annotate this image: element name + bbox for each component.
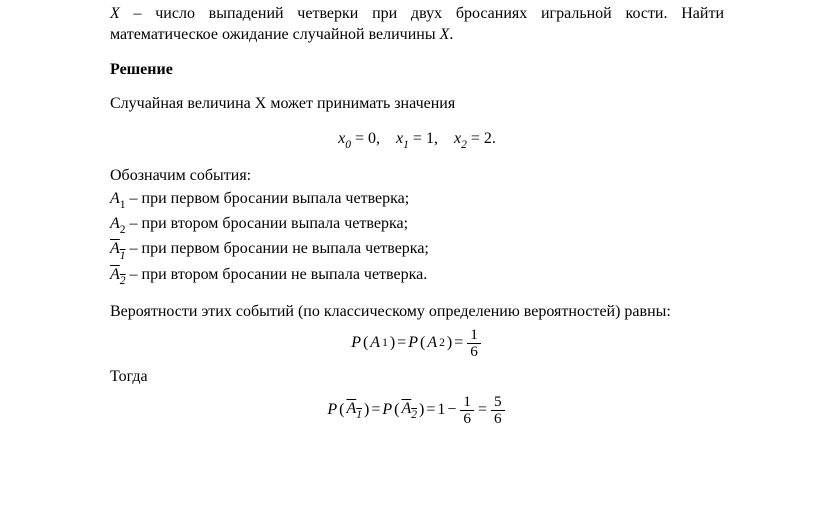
prob-intro: Вероятности этих событий (по классическо… <box>110 302 724 323</box>
x0-sub: 0 <box>345 139 351 151</box>
a-sym-2: A <box>427 333 437 354</box>
one-const: 1 <box>437 400 445 421</box>
a-sub-1: 1 <box>382 336 388 351</box>
a-sym-1: A <box>370 333 380 354</box>
problem-statement: X – число выпадений четверки при двух бр… <box>110 4 724 46</box>
x0-val: 0, <box>368 130 380 147</box>
lp-4: ( <box>394 400 399 421</box>
rp-3: ) <box>364 400 369 421</box>
frac-den: 6 <box>467 344 481 360</box>
equation-prob-not-a: P(A1) = P(A2) = 1 − 1 6 = 5 6 <box>110 394 724 427</box>
eq-sym-5: = <box>478 400 487 421</box>
var-x-2: X <box>440 26 450 43</box>
lp-2: ( <box>420 333 425 354</box>
a-sub-2: 2 <box>439 336 445 351</box>
var-x: X <box>110 5 120 22</box>
rp-4: ) <box>419 400 424 421</box>
frac2-den: 6 <box>460 411 474 427</box>
intro-text: Случайная величина X может принимать зна… <box>110 94 724 115</box>
p-sym-2: P <box>408 333 418 354</box>
equation-prob-a: P(A1) = P(A2) = 1 6 <box>110 327 724 360</box>
event-na2: A2 – при втором бросании не выпала четве… <box>110 265 724 288</box>
event-na1: A1 – при первом бросании не выпала четве… <box>110 239 724 262</box>
a2-sub: 2 <box>120 224 126 236</box>
frac2-num: 1 <box>460 394 474 411</box>
x1-sub: 1 <box>403 139 409 151</box>
na-sub-2: 2 <box>411 409 417 421</box>
event-a2: A2 – при втором бросании выпала четверка… <box>110 214 724 237</box>
a2-text: – при втором бросании выпала четверка; <box>126 215 408 232</box>
x2-sub: 2 <box>461 139 467 151</box>
na2-var: A2 <box>110 266 126 283</box>
x2-val: 2. <box>484 130 496 147</box>
p-sym-3: P <box>327 400 337 421</box>
section-title: Решение <box>110 60 724 81</box>
frac3-num: 5 <box>491 394 505 411</box>
na1-text: – при первом бросании не выпала четверка… <box>126 240 429 257</box>
rp-1: ) <box>390 333 395 354</box>
eq-sign-2: = <box>413 130 426 147</box>
problem-text: – число выпадений четверки при двух брос… <box>110 5 724 43</box>
x2-var: x <box>454 130 461 147</box>
events-block: Обозначим события: A1 – при первом броса… <box>110 166 724 287</box>
period: . <box>449 26 453 43</box>
frac3-den: 6 <box>491 411 505 427</box>
eq-sym-4: = <box>426 400 435 421</box>
na1-var: A1 <box>110 240 126 257</box>
x1-val: 1, <box>426 130 438 147</box>
eq-sym-1: = <box>397 333 406 354</box>
values-equation: x0 = 0, x1 = 1, x2 = 2. <box>110 129 724 152</box>
na1-sub: 1 <box>120 250 126 262</box>
a1-sub: 1 <box>120 199 126 211</box>
event-a1: A1 – при первом бросании выпала четверка… <box>110 189 724 212</box>
a2-var: A <box>110 215 120 232</box>
frac-5-6: 5 6 <box>491 394 505 427</box>
minus-sym: − <box>447 400 456 421</box>
na-sym-2: A2 <box>401 399 417 422</box>
frac-num: 1 <box>467 327 481 344</box>
p-sym-1: P <box>351 333 361 354</box>
a1-var: A <box>110 190 120 207</box>
eq-sym-2: = <box>454 333 463 354</box>
p-sym-4: P <box>382 400 392 421</box>
frac-1-6: 1 6 <box>467 327 481 360</box>
then-text: Тогда <box>110 367 724 388</box>
frac-1-6-b: 1 6 <box>460 394 474 427</box>
a1-text: – при первом бросании выпала четверка; <box>126 190 410 207</box>
rp-2: ) <box>447 333 452 354</box>
lp-1: ( <box>363 333 368 354</box>
na2-text: – при втором бросании не выпала четверка… <box>126 266 428 283</box>
events-header: Обозначим события: <box>110 166 724 187</box>
na2-sub: 2 <box>120 275 126 287</box>
eq-sym-3: = <box>371 400 380 421</box>
na-sym-1: A1 <box>346 399 362 422</box>
lp-3: ( <box>339 400 344 421</box>
eq-sign-3: = <box>471 130 484 147</box>
na-sub-1: 1 <box>356 409 362 421</box>
eq-sign-1: = <box>355 130 368 147</box>
